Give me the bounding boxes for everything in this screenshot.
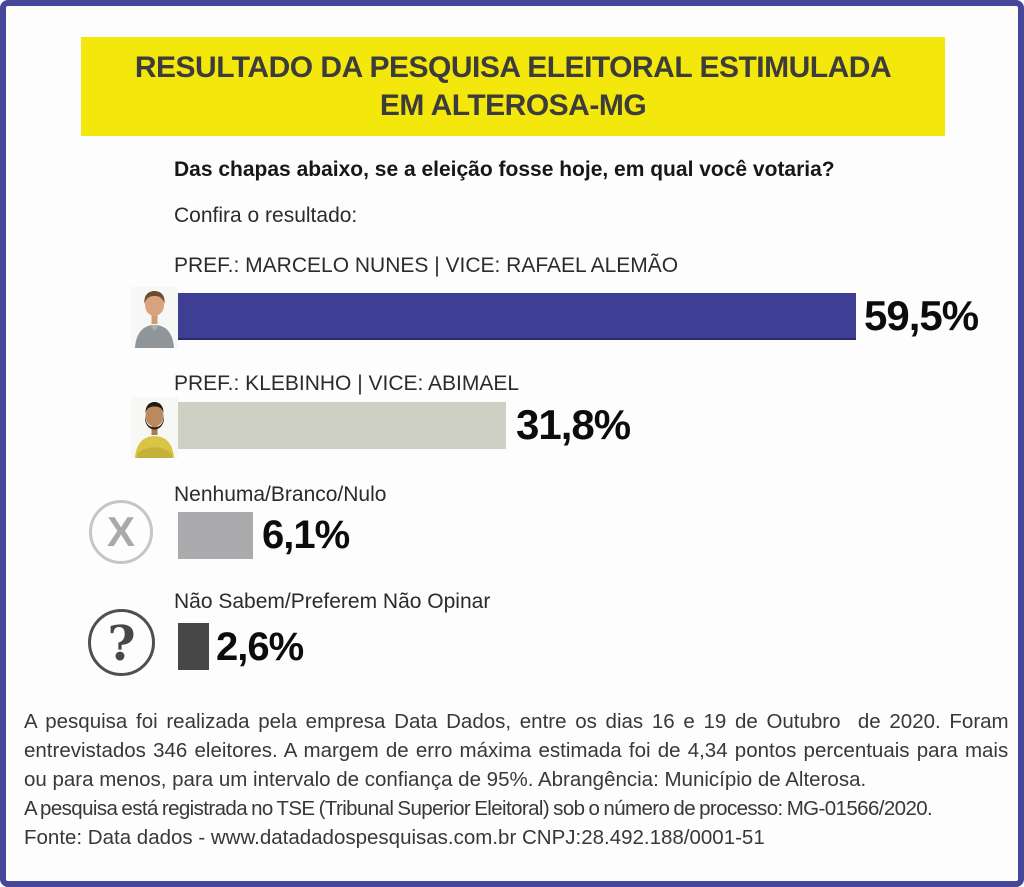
question-glyph: ? (107, 615, 136, 672)
x-circle-icon: X (89, 500, 153, 564)
person-portrait-icon (131, 397, 178, 458)
bar-nao-sabem (178, 623, 209, 670)
bar-marcelo (178, 293, 856, 340)
value-label-klebinho: 31,8% (516, 401, 631, 448)
page-title-line1: RESULTADO DA PESQUISA ELEITORAL ESTIMULA… (134, 50, 892, 84)
footer-source-line: Fonte: Data dados - www.datadadospesquis… (24, 826, 765, 849)
candidate-label-marcelo: PREF.: MARCELO NUNES | VICE: RAFAEL ALEM… (174, 254, 679, 277)
value-label-marcelo: 59,5% (864, 292, 979, 339)
methodology-footer: A pesquisa foi realizada pela empresa Da… (24, 707, 1016, 852)
footer-line-3: ou para menos, para um intervalo de conf… (24, 768, 867, 791)
candidate-photo-marcelo-nunes (131, 287, 178, 348)
bar-nulo (178, 512, 253, 559)
result-subtitle: Confira o resultado: (174, 204, 358, 227)
poll-question: Das chapas abaixo, se a eleição fosse ho… (174, 158, 835, 181)
value-label-nao-sabem: 2,6% (216, 625, 304, 669)
candidate-label-klebinho: PREF.: KLEBINHO | VICE: ABIMAEL (174, 372, 520, 395)
option-label-nulo: Nenhuma/Branco/Nulo (174, 483, 387, 506)
bar-klebinho (178, 402, 506, 449)
option-label-nao-sabem: Não Sabem/Preferem Não Opinar (174, 590, 491, 613)
footer-line-1: A pesquisa foi realizada pela empresa Da… (24, 710, 1009, 733)
footer-line-4: A pesquisa está registrada no TSE (Tribu… (24, 797, 933, 820)
value-label-nulo: 6,1% (262, 513, 350, 557)
footer-line-2: entrevistados 346 eleitores. A margem de… (24, 739, 1009, 762)
candidate-photo-klebinho (131, 397, 178, 458)
person-portrait-icon (131, 287, 178, 348)
title-banner: RESULTADO DA PESQUISA ELEITORAL ESTIMULA… (81, 37, 945, 136)
x-glyph: X (106, 508, 135, 555)
page-title-line2: EM ALTEROSA-MG (379, 88, 647, 122)
question-circle-icon: ? (88, 609, 155, 676)
